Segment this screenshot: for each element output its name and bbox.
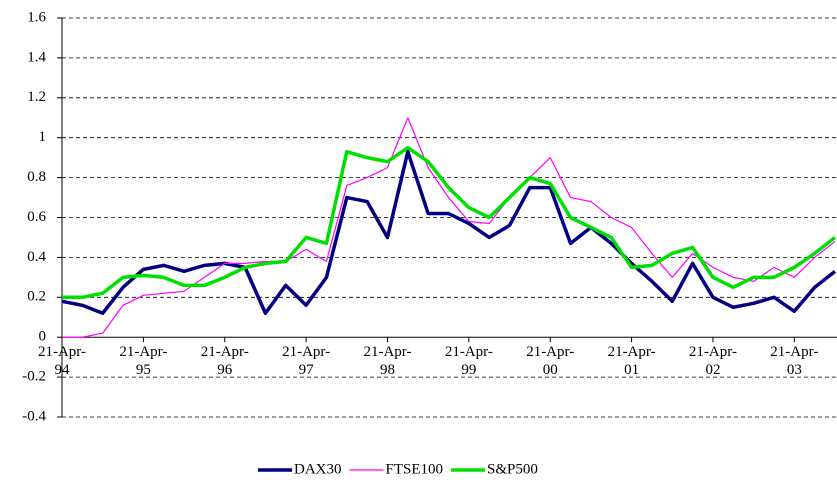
x-tick-label: 21-Apr-03: [770, 344, 819, 379]
y-tick-label: 1.2: [27, 89, 46, 105]
x-tick-label: 21-Apr-00: [526, 344, 575, 379]
x-tick-label: 21-Apr-02: [688, 344, 737, 379]
legend-label: DAX30: [294, 461, 342, 477]
y-tick-label: 0.6: [27, 209, 46, 225]
y-tick-label: 0.8: [27, 169, 46, 185]
y-tick-label: 1.4: [27, 49, 46, 65]
y-tick-label: -0.4: [22, 408, 46, 424]
y-tick-label: 0: [39, 329, 47, 345]
x-tick-label: 21-Apr-99: [444, 344, 493, 379]
series-line: [62, 145, 837, 300]
x-tick-label: 21-Apr-95: [119, 344, 168, 379]
x-tick-label: 21-Apr-01: [607, 344, 656, 379]
legend-label: FTSE100: [386, 461, 444, 477]
y-tick-label: 1.6: [27, 9, 46, 25]
y-tick-label: 0.4: [27, 249, 46, 265]
x-tick-label: 21-Apr-97: [282, 344, 331, 379]
series-line: [62, 117, 836, 338]
y-tick-label: 0.2: [27, 289, 46, 305]
y-tick-label: -0.2: [22, 369, 46, 385]
series-line: [61, 149, 837, 316]
x-tick-label: 21-Apr-98: [363, 344, 412, 379]
y-tick-label: 1: [39, 129, 47, 145]
legend-label: S&P500: [487, 461, 538, 477]
x-tick-label: 21-Apr-94: [37, 344, 87, 379]
x-tick-label: 21-Apr-96: [200, 344, 249, 379]
